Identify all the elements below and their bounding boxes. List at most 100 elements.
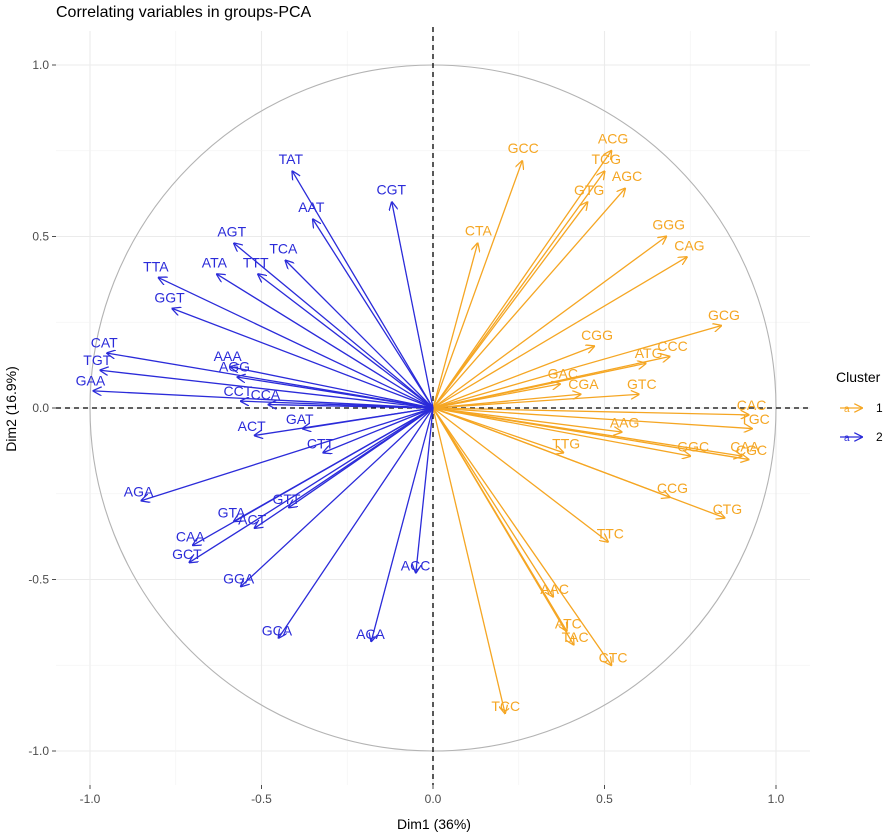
y-axis-title: Dim2 (16.9%)	[3, 366, 19, 452]
label-acg: ACG	[598, 130, 628, 146]
arrow-gcc	[432, 161, 522, 409]
y-tick-label: 1.0	[32, 58, 49, 72]
arrow-aca	[371, 407, 434, 641]
arrow-acg	[432, 151, 611, 409]
label-gga: GGA	[223, 570, 255, 586]
label-ctc: CTC	[599, 650, 628, 666]
arrow-tcg	[432, 171, 605, 409]
arrow-aac	[432, 407, 553, 597]
arrow-cag	[432, 257, 687, 409]
label-caa: CAA	[176, 529, 205, 545]
label-cgc: CGC	[736, 442, 767, 458]
label-tca: TCA	[269, 240, 298, 256]
label-aca: ACA	[356, 626, 385, 642]
arrow-cca	[268, 405, 434, 408]
arrow-ggt	[172, 309, 434, 409]
label-tta: TTA	[143, 258, 169, 274]
label-aac: AAC	[540, 581, 569, 597]
label-tgt: TGT	[83, 352, 111, 368]
arrow-atg	[432, 363, 646, 409]
label-ata: ATA	[202, 255, 228, 271]
x-tick-label: 1.0	[768, 792, 785, 806]
arrow-ctc	[432, 407, 611, 665]
arrow-gtg	[432, 202, 587, 409]
arrow-tgc	[432, 407, 752, 429]
legend-key-glyph-2: a	[844, 433, 850, 444]
legend-key-glyph-1: a	[844, 404, 850, 415]
label-gcg: GCG	[708, 307, 740, 323]
label-gcc: GCC	[508, 140, 539, 156]
x-axis-ticks: -1.0 -0.5 0.0 0.5 1.0	[80, 785, 785, 806]
chart-title: Correlating variables in groups-PCA	[56, 4, 312, 21]
x-tick-label: 0.0	[425, 792, 442, 806]
label-cac: CAC	[737, 397, 767, 413]
label-aaa: AAA	[214, 348, 243, 364]
label-cta: CTA	[465, 222, 493, 238]
arrow-agc	[432, 188, 625, 409]
label-atg: ATG	[635, 345, 663, 361]
label-agc: AGC	[612, 168, 642, 184]
label-tat: TAT	[279, 151, 304, 167]
arrow-act	[255, 407, 434, 528]
label-cgt: CGT	[376, 181, 406, 197]
arrow-gga	[241, 407, 434, 586]
label-acc: ACC	[401, 558, 431, 574]
arrow-ggc	[432, 407, 690, 456]
label-ggg: GGG	[652, 217, 685, 233]
arrow-ctg	[432, 407, 725, 518]
arrow-cgg	[432, 346, 594, 409]
label-ttg: TTG	[552, 436, 580, 452]
label-cct: CCT	[224, 383, 253, 399]
arrow-ttg	[432, 407, 563, 453]
arrow-ttc	[432, 407, 608, 542]
arrow-gca	[279, 407, 434, 638]
arrow-gat	[303, 407, 434, 429]
label-gca: GCA	[262, 622, 293, 638]
arrow-ggg	[432, 237, 666, 409]
arrow-gac	[432, 384, 560, 409]
x-tick-label: -1.0	[80, 792, 101, 806]
arrow-tat	[292, 171, 434, 409]
arrow-gaa	[93, 391, 434, 409]
label-aga: AGA	[124, 484, 154, 500]
arrow-acc	[416, 407, 434, 573]
arrow-agg	[237, 377, 434, 409]
label-gtg: GTG	[574, 182, 604, 198]
legend: Cluster a 1 a 2	[836, 369, 883, 444]
y-tick-label: 0.0	[32, 401, 49, 415]
label-aat: AAT	[298, 199, 325, 215]
label-ccc: CCC	[657, 338, 687, 354]
label-tcg: TCG	[591, 151, 621, 167]
label-cag: CAG	[674, 238, 704, 254]
arrow-tcc	[432, 407, 505, 713]
arrow-gtc	[432, 394, 639, 409]
variable-arrows	[93, 151, 752, 714]
label-gtc: GTC	[627, 376, 657, 392]
y-tick-label: -0.5	[28, 573, 49, 587]
x-tick-label: -0.5	[251, 792, 272, 806]
arrow-cgc	[432, 407, 749, 459]
arrow-aag	[432, 407, 622, 432]
label-tac: TAC	[562, 629, 589, 645]
arrow-agt	[234, 243, 434, 409]
label-ttc: TTC	[597, 526, 624, 542]
arrow-cgt	[392, 202, 434, 409]
label-gtt: GTT	[272, 491, 300, 507]
label-gct: GCT	[172, 546, 202, 562]
label-cgg: CGG	[581, 327, 613, 343]
x-tick-label: 0.5	[596, 792, 613, 806]
label-tgc: TGC	[740, 411, 770, 427]
arrow-tca	[286, 261, 434, 409]
arrow-aaa	[231, 367, 434, 409]
label-atc: ATC	[555, 616, 582, 632]
arrow-gcg	[432, 326, 721, 409]
arrow-ata	[217, 274, 434, 409]
label-act: ACT	[238, 512, 266, 528]
arrow-caa	[193, 407, 434, 545]
label-cca: CCA	[251, 387, 281, 403]
arrow-tgt	[100, 370, 434, 409]
label-gaa: GAA	[76, 373, 106, 389]
y-axis-ticks: -1.0 -0.5 0.0 0.5 1.0	[28, 58, 56, 758]
label-caa: CAA	[730, 438, 759, 454]
